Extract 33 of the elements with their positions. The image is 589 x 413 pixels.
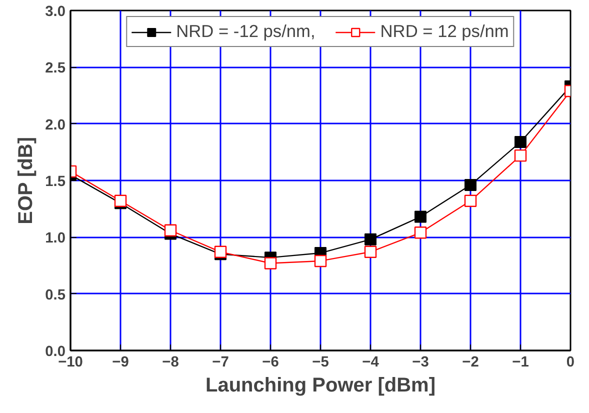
- y-tick-label: 2.5: [45, 60, 66, 77]
- y-tick-label: 2.0: [45, 117, 66, 134]
- x-tick-label: −7: [212, 354, 229, 370]
- point: [364, 246, 377, 258]
- point: [264, 257, 277, 270]
- x-tick-label: −5: [312, 354, 329, 370]
- point: [414, 210, 426, 223]
- point: [164, 224, 177, 236]
- legend-label: NRD = 12 ps/nm: [380, 21, 509, 42]
- y-tick-label: 1.5: [45, 174, 66, 190]
- y-tick-label: 3.0: [45, 4, 66, 20]
- x-tick-label: −2: [462, 354, 479, 370]
- point: [514, 149, 527, 162]
- point: [414, 226, 427, 239]
- x-tick-label: −9: [112, 354, 129, 370]
- point: [214, 246, 227, 258]
- x-tick-label: −3: [412, 354, 429, 370]
- legend-label: NRD = -12 ps/nm,: [176, 21, 316, 42]
- x-tick-label: −8: [162, 354, 179, 370]
- point: [464, 179, 476, 192]
- y-tick-label: 0.5: [45, 287, 66, 304]
- x-tick-label: −1: [512, 354, 529, 370]
- x-axis-title: Launching Power [dBm]: [206, 374, 436, 396]
- point: [464, 194, 477, 207]
- point: [114, 194, 127, 207]
- x-tick-label: −4: [362, 354, 380, 370]
- x-tick-label: −6: [262, 354, 279, 370]
- x-tick-label: 0: [566, 354, 575, 370]
- y-tick-label: 1.0: [45, 230, 66, 247]
- point: [314, 254, 327, 268]
- point: [514, 136, 526, 148]
- point: [364, 233, 376, 246]
- y-axis-title: EOP [dB]: [15, 136, 38, 224]
